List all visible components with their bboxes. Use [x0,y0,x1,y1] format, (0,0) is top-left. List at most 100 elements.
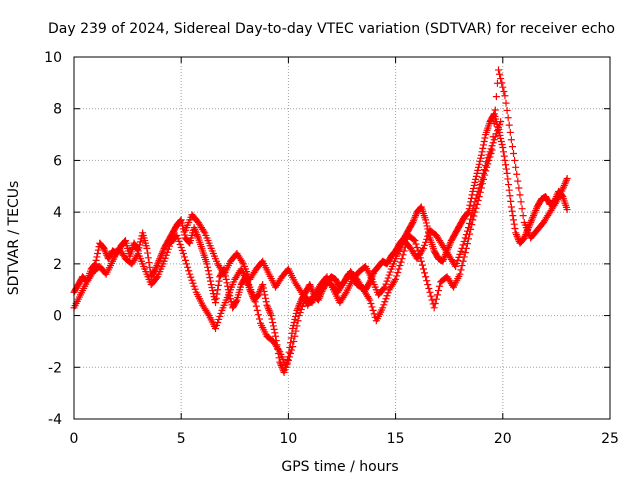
data-point [458,244,466,252]
data-point [291,315,299,323]
data-point [250,293,258,301]
data-point [422,219,430,227]
data-point [422,216,430,224]
data-point [181,231,189,239]
axis-ticks [73,56,611,420]
data-point [418,261,426,269]
data-point [135,244,143,252]
data-point [500,152,508,160]
data-point [529,213,537,221]
data-point [432,295,440,303]
data-point [180,253,188,261]
data-point [560,181,568,189]
x-tick-label: 5 [177,431,186,447]
data-point [499,83,507,91]
data-point [506,192,514,200]
data-point [510,216,518,224]
data-point [419,244,427,252]
data-point [503,106,511,114]
data-point [192,229,200,237]
data-point [476,181,484,189]
data-point [431,300,439,308]
data-point [268,315,276,323]
data-point [480,137,488,145]
data-point [471,178,479,186]
data-point [528,215,536,223]
data-point [483,158,491,166]
data-point [264,305,272,313]
data-point [512,163,520,171]
data-point [409,218,417,226]
x-tick-label: 15 [387,431,405,447]
data-point [307,282,315,290]
data-point [156,253,164,261]
data-point [473,191,481,199]
data-point [410,236,418,244]
data-point [284,356,292,364]
data-point [491,106,499,114]
data-point [262,298,270,306]
data-point [417,257,425,265]
data-point [259,281,267,289]
data-point [292,312,300,320]
data-point [488,142,496,150]
data-marks [70,66,571,376]
data-point [518,205,526,213]
data-point [292,327,300,335]
data-point [497,137,505,145]
data-point [399,251,407,259]
data-point [213,321,221,329]
data-point [154,258,162,266]
data-point [285,353,293,361]
data-point [384,289,392,297]
data-point [455,253,463,261]
data-point [101,246,109,254]
grid-lines [74,57,610,419]
data-point [465,205,473,213]
data-point [94,246,102,254]
data-point [193,231,201,239]
data-point [561,180,569,188]
data-point [254,311,262,319]
data-point [386,268,394,276]
y-tick-label: 2 [53,257,62,273]
y-axis-title: SDTVAR / TECUs [6,181,22,296]
data-point [179,222,187,230]
series-2 [70,66,571,371]
data-point [461,249,469,257]
data-point [290,337,298,345]
data-point [203,260,211,268]
data-point [379,304,387,312]
data-point [446,240,454,248]
data-point [188,276,196,284]
data-point [204,267,212,275]
data-point [227,295,235,303]
data-point [398,255,406,263]
data-point [425,284,433,292]
data-point [560,183,568,191]
data-point [369,306,377,314]
data-point [214,281,222,289]
data-point [217,309,225,317]
data-point [264,303,272,311]
data-point [287,339,295,347]
data-point [164,245,172,253]
data-point [408,220,416,228]
data-point [511,156,519,164]
data-point [215,277,223,285]
x-tick-label: 0 [70,431,79,447]
data-point [504,114,512,122]
data-point [517,198,525,206]
data-point [176,240,184,248]
data-point [161,254,169,262]
data-point [428,296,436,304]
data-point [412,212,420,220]
data-point [184,263,192,271]
data-point [519,212,527,220]
data-point [155,256,163,264]
data-point [288,346,296,354]
data-point [563,175,571,183]
data-point [457,266,465,274]
data-point [366,296,374,304]
data-point [512,231,520,239]
